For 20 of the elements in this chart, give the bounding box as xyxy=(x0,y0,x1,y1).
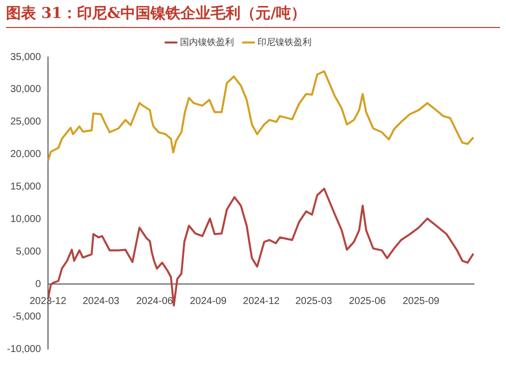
y-tick-label: 35,000 xyxy=(10,52,42,63)
y-tick-label: -10,000 xyxy=(6,344,42,355)
x-tick-label: 2025-09 xyxy=(402,296,440,307)
y-tick-label: 0 xyxy=(35,278,42,290)
x-tick-label: 2024-12 xyxy=(242,296,280,307)
legend-label: 国内镍铁盈利 xyxy=(180,36,234,48)
y-tick-label: 30,000 xyxy=(10,84,42,96)
y-tick-label: 5,000 xyxy=(16,246,42,258)
x-tick-label: 2025-06 xyxy=(348,296,386,307)
x-tick-label: 2024-06 xyxy=(136,296,174,307)
y-tick-label: -5,000 xyxy=(12,311,42,322)
legend-label: 印尼镍铁盈利 xyxy=(258,36,312,48)
x-tick-label: 2024-03 xyxy=(82,296,120,307)
y-tick-label: 20,000 xyxy=(10,149,42,160)
x-tick-label: 2025-03 xyxy=(295,296,332,307)
y-tick-label: 10,000 xyxy=(10,214,42,225)
x-tick-label: 2024-09 xyxy=(190,296,227,307)
chart-title: 图表 31：印尼&中国镍铁企业毛利（元/吨） xyxy=(6,4,500,28)
y-tick-label: 25,000 xyxy=(10,116,42,128)
y-tick-label: 15,000 xyxy=(10,182,42,193)
